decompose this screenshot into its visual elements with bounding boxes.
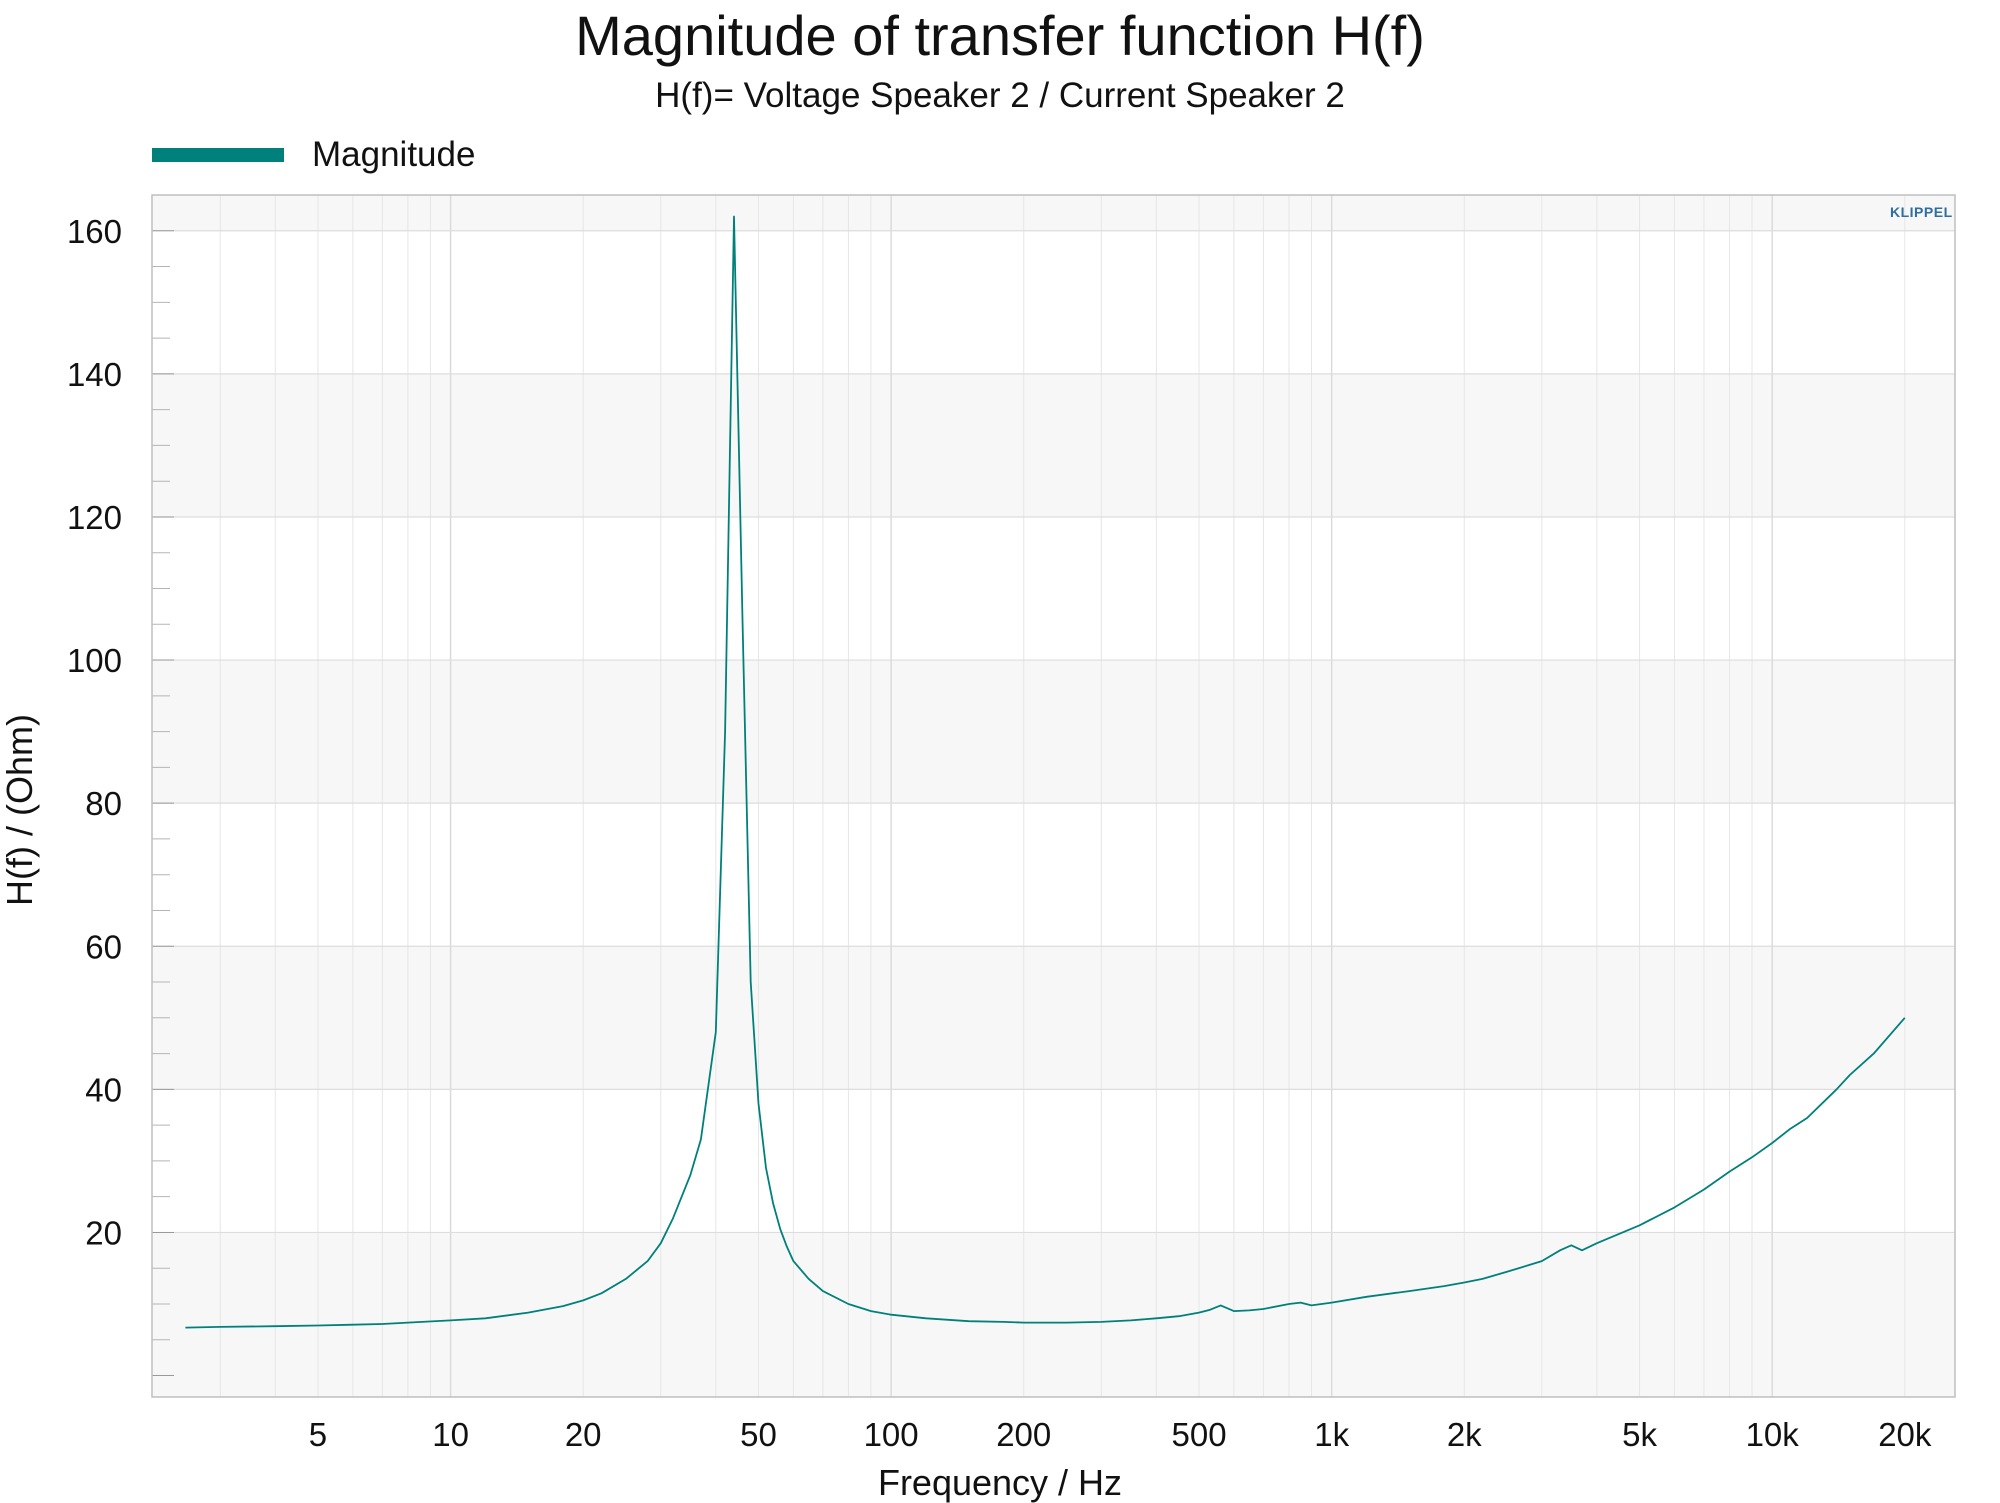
x-tick-label: 5k	[1622, 1416, 1657, 1453]
plot-frame	[151, 194, 1956, 1398]
x-tick-label: 20	[565, 1416, 602, 1453]
x-tick-label: 20k	[1878, 1416, 1932, 1453]
x-tick-label: 10	[432, 1416, 469, 1453]
chart-subtitle: H(f)= Voltage Speaker 2 / Current Speake…	[655, 76, 1345, 115]
x-tick-label: 5	[309, 1416, 327, 1453]
x-tick-label: 2k	[1447, 1416, 1482, 1453]
grid-band	[152, 946, 1955, 1090]
legend: Magnitude	[152, 130, 475, 180]
chart-title: Magnitude of transfer function H(f)	[575, 4, 1425, 67]
klippel-logo: KLIPPEL	[1890, 204, 1953, 220]
grid-band	[152, 373, 1955, 517]
legend-swatch	[152, 148, 284, 162]
x-tick-label: 200	[996, 1416, 1051, 1453]
y-tick-label: 140	[67, 356, 122, 393]
y-tick-label: 100	[67, 642, 122, 679]
y-tick-label: 40	[85, 1071, 122, 1108]
series-line-magnitude	[185, 215, 1906, 1329]
x-tick-label: 1k	[1314, 1416, 1349, 1453]
grid-band	[152, 1232, 1955, 1397]
x-tick-label: 10k	[1746, 1416, 1800, 1453]
legend-label: Magnitude	[312, 135, 476, 174]
y-tick-label: 120	[67, 499, 122, 536]
y-tick-label: 160	[67, 213, 122, 250]
x-tick-label: 100	[864, 1416, 919, 1453]
y-tick-label: 80	[85, 785, 122, 822]
y-tick-label: 60	[85, 928, 122, 965]
y-tick-label: 20	[85, 1214, 122, 1251]
grid-band	[152, 660, 1955, 804]
grid-band	[152, 195, 1955, 231]
x-tick-label: 50	[740, 1416, 777, 1453]
x-axis-label: Frequency / Hz	[877, 1462, 1123, 1503]
x-tick-label: 500	[1172, 1416, 1227, 1453]
y-axis-label: H(f) / (Ohm)	[0, 714, 40, 906]
